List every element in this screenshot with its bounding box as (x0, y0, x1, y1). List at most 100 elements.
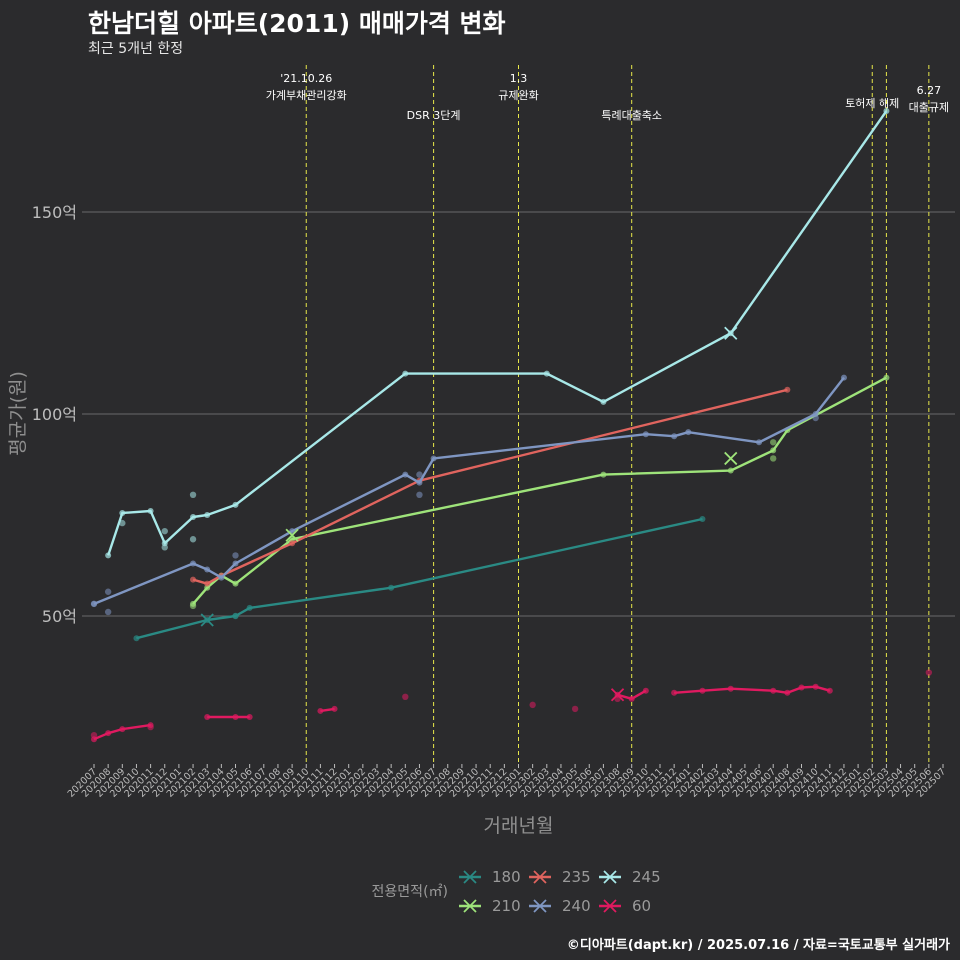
data-point (190, 576, 197, 583)
event-label: 1.3 (510, 72, 528, 85)
event-label: DSR 3단계 (407, 109, 461, 122)
scatter-point (770, 455, 777, 462)
scatter-point (571, 705, 579, 713)
data-point (331, 705, 338, 712)
series-layer (90, 108, 933, 743)
cross-stroke (724, 326, 738, 340)
legend-item: 180 (459, 868, 521, 886)
scatter-point (416, 491, 423, 498)
data-point (883, 374, 890, 381)
data-point (727, 467, 734, 474)
scatter-point (232, 552, 239, 559)
data-point (727, 685, 734, 692)
data-point (812, 683, 819, 690)
scatter-point (189, 536, 197, 543)
y-tick-label: 150억 (32, 203, 77, 222)
legend-label: 60 (632, 897, 651, 915)
y-tick-label: 100억 (32, 405, 77, 424)
legend-item: 245 (599, 868, 661, 886)
data-point (119, 509, 126, 516)
legend-label: 235 (562, 868, 591, 886)
scatter-point (812, 414, 819, 422)
data-point (119, 726, 126, 733)
scatter-point (119, 519, 126, 527)
series-line (93, 723, 151, 741)
cross-stroke (533, 870, 547, 884)
scatter-point (529, 701, 536, 709)
data-point (628, 695, 635, 702)
data-point (671, 433, 678, 440)
scatter-point (90, 731, 98, 739)
cross-marker (200, 613, 214, 627)
cross-marker (610, 688, 625, 702)
data-point (204, 714, 211, 720)
cross-stroke (463, 899, 477, 913)
event-label: 토허제 해제 (845, 96, 899, 110)
data-point (105, 552, 112, 559)
cross-marker (285, 528, 299, 542)
data-point (699, 516, 706, 523)
data-point (699, 687, 706, 694)
series-line (107, 110, 888, 556)
data-point (388, 584, 395, 591)
data-point (642, 431, 649, 438)
cross-stroke (285, 528, 299, 542)
data-point (840, 374, 847, 381)
legend-swatch-cross (463, 870, 477, 884)
data-point (218, 574, 225, 581)
data-point (289, 540, 296, 547)
cross-stroke (724, 451, 738, 466)
data-point (232, 580, 239, 587)
data-point (147, 507, 154, 514)
data-point (232, 501, 239, 508)
legend-label: 240 (562, 897, 591, 915)
data-point (105, 730, 112, 737)
scatter-point (925, 669, 933, 676)
legend-swatch-cross (463, 899, 477, 913)
axis-layer: 50억100억150억20200720200820200920201020201… (7, 203, 948, 837)
data-point (133, 635, 140, 642)
legend-swatch-cross (533, 899, 547, 913)
data-point (798, 684, 805, 691)
series-line (136, 517, 703, 640)
data-point (756, 439, 763, 446)
legend-title: 전용면적(㎡) (372, 884, 448, 900)
data-point (770, 447, 777, 454)
cross-stroke (610, 688, 625, 702)
event-label: 대출규제 (909, 101, 949, 114)
scatter-point (161, 527, 168, 535)
legend-item: 60 (599, 897, 651, 915)
scatter-point (770, 439, 777, 446)
data-point (402, 370, 409, 377)
scatter-point (147, 723, 154, 731)
scatter-point (416, 471, 423, 478)
data-point (190, 514, 197, 521)
data-point (416, 479, 423, 486)
data-point (430, 455, 437, 462)
cross-marker (724, 326, 738, 340)
event-label: 6.27 (917, 84, 942, 97)
data-point (784, 386, 791, 393)
event-label: '21.10.26 (280, 72, 332, 85)
event-label: 특례대출축소 (601, 109, 662, 122)
chart-title: 한남더힐 아파트(2011) 매매가격 변화 (88, 9, 506, 38)
event-label: 규제완화 (498, 89, 538, 102)
legend-label: 180 (492, 868, 521, 886)
data-point (204, 512, 211, 518)
data-point (204, 566, 211, 573)
legend-item: 240 (529, 897, 591, 915)
chart-subtitle: 최근 5개년 한정 (88, 41, 184, 57)
series-line (192, 376, 887, 605)
cross-stroke (603, 870, 617, 884)
data-point (600, 471, 607, 478)
legend-swatch-cross (603, 899, 617, 913)
scatter-point (104, 588, 112, 595)
scatter-point (104, 608, 112, 616)
data-point (671, 689, 678, 696)
scatter-point (189, 491, 197, 498)
data-point (402, 471, 409, 478)
legend-item: 210 (459, 897, 521, 915)
legend-item: 235 (529, 868, 591, 886)
